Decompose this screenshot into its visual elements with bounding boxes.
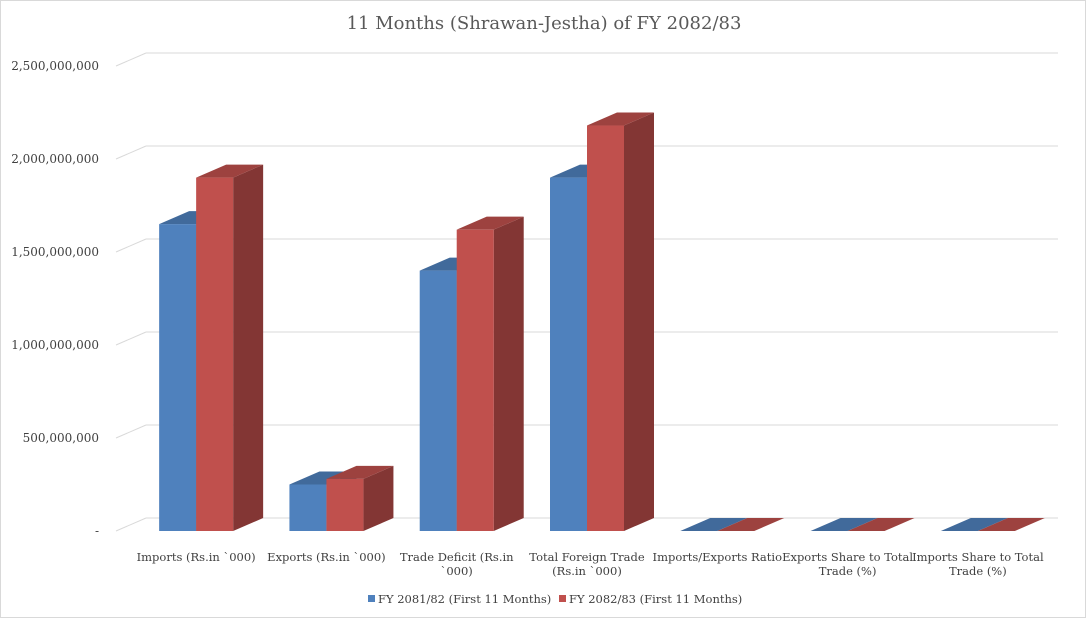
bar-front (587, 125, 624, 532)
legend-swatch (559, 595, 566, 602)
bar-side (233, 164, 264, 531)
bar-top (717, 518, 785, 531)
bar-side (624, 112, 654, 532)
gridline-depth (115, 52, 147, 67)
bar-top (456, 216, 524, 230)
y-tick-label: 2,500,000,000 (11, 59, 99, 73)
x-tick-label: Trade Deficit (Rs.in (400, 550, 514, 564)
y-tick-label: 1,500,000,000 (11, 245, 99, 259)
y-axis: - 500,000,000 1,000,000,000 1,500,000,000 2,… (11, 59, 99, 538)
y-tick-label: 1,000,000,000 (11, 338, 99, 352)
bar-front (456, 229, 494, 531)
x-tick-label: Imports Share to Total (912, 550, 1044, 564)
x-tick-label: (Rs.in `000) (552, 564, 622, 578)
bar-front (419, 270, 457, 531)
gridline-depth (115, 517, 147, 532)
legend-label: FY 2081/82 (First 11 Months) (378, 592, 551, 606)
legend-label: FY 2082/83 (First 11 Months) (569, 592, 742, 606)
bar (940, 518, 1008, 531)
gridline-depth (115, 145, 147, 160)
x-tick-label: Total Foreign Trade (529, 550, 645, 564)
legend: FY 2081/82 (First 11 Months) FY 2082/83 (… (368, 592, 742, 606)
bar-side (363, 465, 394, 531)
bar-top (940, 518, 1008, 531)
bar-front (159, 224, 197, 531)
bars (159, 112, 1045, 532)
bar-top (196, 164, 264, 178)
gridline-depth (115, 424, 147, 439)
bar (456, 216, 524, 531)
x-tick-label: Exports (Rs.in `000) (267, 550, 385, 564)
bar-front (289, 484, 327, 531)
bar (680, 518, 748, 531)
bar-front (326, 478, 364, 531)
gridline-depth (115, 331, 147, 346)
bar (847, 518, 915, 531)
bar-top (810, 518, 878, 531)
bar (977, 518, 1045, 531)
bar (196, 164, 264, 531)
y-tick-label: 2,000,000,000 (11, 152, 99, 166)
x-tick-label: `000) (441, 564, 473, 578)
bar-side (493, 216, 524, 531)
bar (810, 518, 878, 531)
bar (717, 518, 785, 531)
bar (587, 112, 654, 532)
bar-front (550, 177, 587, 531)
bar-top (977, 518, 1045, 531)
bar-top (680, 518, 748, 531)
x-tick-label: Exports Share to Total (782, 550, 913, 564)
x-tick-label: Trade (%) (949, 564, 1007, 578)
x-tick-label: Imports (Rs.in `000) (137, 550, 256, 564)
gridline-depth (115, 238, 147, 253)
bar-top (326, 465, 394, 479)
bar-front (196, 177, 234, 531)
bar (326, 465, 394, 531)
y-tick-label: - (95, 524, 99, 538)
x-tick-label: Imports/Exports Ratio (653, 550, 783, 564)
x-axis: Imports (Rs.in `000) Exports (Rs.in `000)… (137, 550, 1044, 578)
x-tick-label: Trade (%) (819, 564, 877, 578)
y-tick-label: 500,000,000 (23, 431, 99, 445)
bar-top (587, 112, 654, 126)
chart-title: 11 Months (Shrawan-Jestha) of FY 2082/83 (347, 13, 742, 34)
legend-swatch (368, 595, 375, 602)
bar-top (847, 518, 915, 531)
